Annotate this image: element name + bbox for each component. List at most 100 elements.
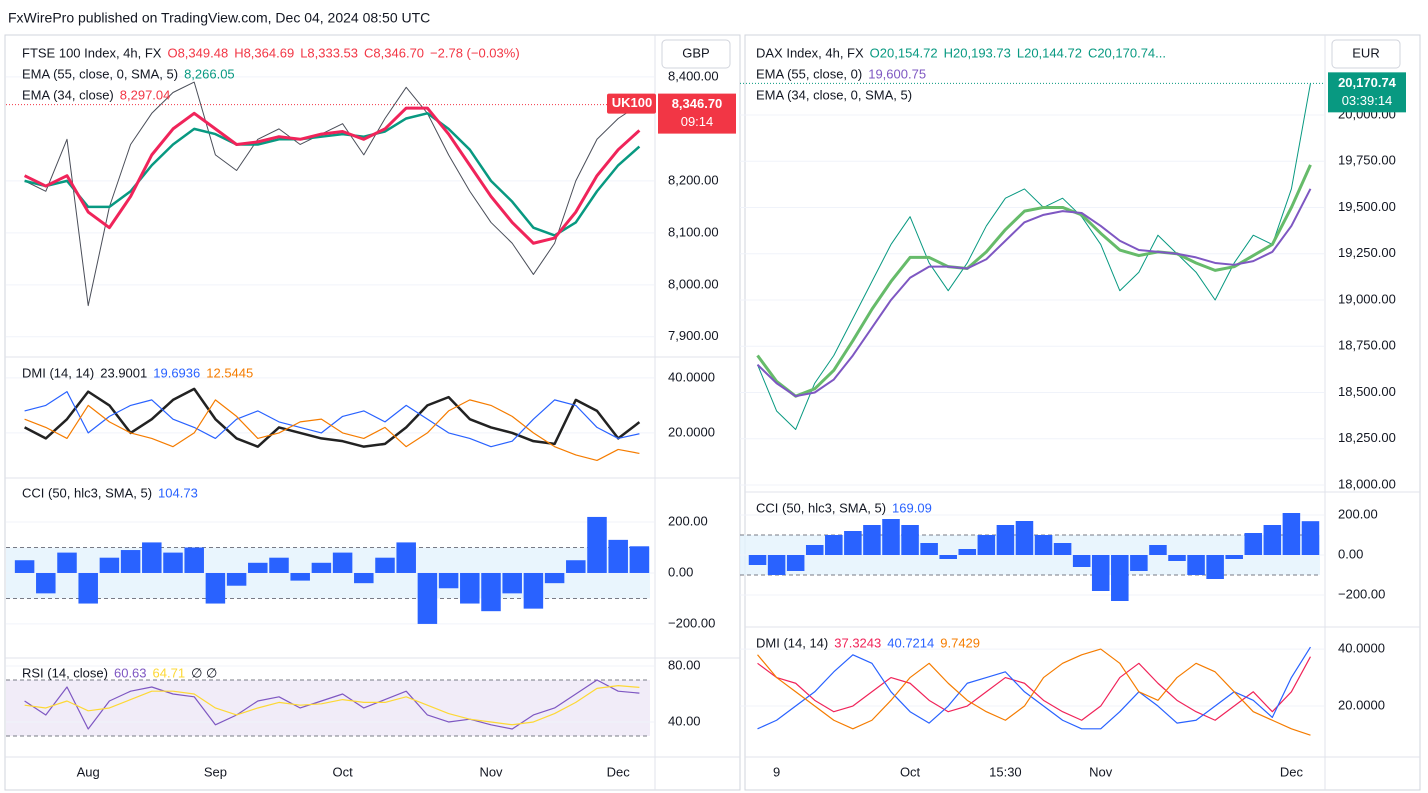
x-tick-label: Aug xyxy=(77,764,100,779)
bar xyxy=(375,557,395,573)
bar xyxy=(417,572,438,624)
price-tag-countdown: 03:39:14 xyxy=(1342,93,1393,108)
bar xyxy=(226,572,247,586)
legend-item: 64.71 xyxy=(153,665,186,680)
y-tick-label: 19,000.00 xyxy=(1338,291,1396,306)
bar xyxy=(1130,555,1148,571)
series-line xyxy=(757,83,1311,430)
price-tag-price: 20,170.74 xyxy=(1338,75,1397,90)
legend-item: DMI (14, 14) xyxy=(756,635,828,650)
legend-item: 19,600.75 xyxy=(868,66,926,81)
bar xyxy=(290,572,310,581)
bar xyxy=(1015,521,1034,555)
x-tick-label: Nov xyxy=(479,764,503,779)
bar xyxy=(805,545,824,555)
legend-item: H8,364.69 xyxy=(234,45,294,60)
currency-box xyxy=(661,39,731,69)
series-line xyxy=(24,399,640,462)
series-line xyxy=(24,391,640,448)
bar xyxy=(460,572,480,604)
legend-item: DMI (14, 14) xyxy=(22,365,94,380)
y-tick-label: 18,750.00 xyxy=(1338,338,1396,353)
bar xyxy=(502,572,522,594)
y-tick-label: 8,000.00 xyxy=(668,276,719,291)
x-tick-label: Nov xyxy=(1089,764,1113,779)
legend-item: 19.6936 xyxy=(153,365,200,380)
y-tick-label: 18,250.00 xyxy=(1338,430,1396,445)
series-line xyxy=(24,679,640,730)
bar xyxy=(184,547,204,573)
y-tick-label: 20.0000 xyxy=(668,424,715,439)
currency-box xyxy=(1331,39,1401,69)
legend-item: 23.9001 xyxy=(100,365,147,380)
y-tick-label: 40.0000 xyxy=(1338,641,1385,656)
bar xyxy=(523,572,544,609)
series-line xyxy=(756,188,1312,398)
legend-item: 8,297.04 xyxy=(120,87,171,102)
bar xyxy=(608,539,628,573)
price-tag-countdown: 09:14 xyxy=(681,114,714,129)
series-line xyxy=(756,164,1312,398)
legend-item: C8,346.70 xyxy=(364,45,424,60)
bar xyxy=(544,572,565,584)
y-tick-label: 200.00 xyxy=(668,513,708,528)
x-tick-label: Dec xyxy=(607,764,631,779)
y-tick-label: 8,400.00 xyxy=(668,68,719,83)
legend-item: CCI (50, hlc3, SMA, 5) xyxy=(756,500,886,515)
bar xyxy=(958,549,977,555)
price-tag-price: 8,346.70 xyxy=(672,96,723,111)
bar xyxy=(1091,555,1110,591)
bar xyxy=(14,560,35,573)
bar xyxy=(311,562,332,573)
y-tick-label: 8,200.00 xyxy=(668,172,719,187)
bar xyxy=(1244,533,1263,555)
legend-item: 60.63 xyxy=(114,665,147,680)
left-pane xyxy=(4,34,741,791)
bar xyxy=(438,572,459,589)
bar xyxy=(396,542,416,573)
series-line xyxy=(757,646,1311,730)
bar xyxy=(36,572,56,594)
x-tick-label: Sep xyxy=(204,764,227,779)
legend-item: L20,144.72 xyxy=(1017,45,1082,60)
header-title: FxWirePro published on TradingView.com, … xyxy=(8,10,430,26)
y-tick-label: 19,750.00 xyxy=(1338,153,1396,168)
bar xyxy=(844,531,862,555)
bar xyxy=(1072,555,1091,567)
bar xyxy=(1282,513,1301,555)
legend-item: 169.09 xyxy=(892,500,932,515)
legend-item: FTSE 100 Index, 4h, FX xyxy=(22,45,162,60)
bar xyxy=(1111,555,1129,601)
legend-item: DAX Index, 4h, FX xyxy=(756,45,864,60)
y-tick-label: 8,100.00 xyxy=(668,224,719,239)
bar xyxy=(163,552,183,573)
y-tick-label: 80.00 xyxy=(668,657,701,672)
series-line xyxy=(757,648,1311,736)
x-tick-label: Dec xyxy=(1280,764,1304,779)
bar xyxy=(1263,525,1282,555)
price-tag xyxy=(1328,72,1406,113)
series-line xyxy=(23,106,641,245)
legend-item: EMA (34, close, 0, SMA, 5) xyxy=(756,87,912,102)
bar xyxy=(248,562,268,573)
legend-item: 9.7429 xyxy=(940,635,980,650)
symbol-tag-text: UK100 xyxy=(612,95,652,110)
y-tick-label: 18,000.00 xyxy=(1338,476,1396,491)
bar xyxy=(99,557,120,573)
bar xyxy=(1225,555,1243,559)
bar xyxy=(566,560,586,573)
currency: EUR xyxy=(1352,45,1379,60)
bar xyxy=(939,555,957,559)
bar xyxy=(1034,535,1053,555)
legend-item: O20,154.72 xyxy=(870,45,938,60)
legend-item: 40.7214 xyxy=(887,635,934,650)
bar xyxy=(120,550,141,573)
y-tick-label: −200.00 xyxy=(668,615,715,630)
bar xyxy=(1053,543,1072,555)
bar xyxy=(332,552,353,573)
legend-item: CCI (50, hlc3, SMA, 5) xyxy=(22,485,152,500)
legend-item: 12.5445 xyxy=(206,365,253,380)
bar xyxy=(1187,555,1205,575)
bar xyxy=(57,552,77,573)
bar xyxy=(786,555,805,571)
